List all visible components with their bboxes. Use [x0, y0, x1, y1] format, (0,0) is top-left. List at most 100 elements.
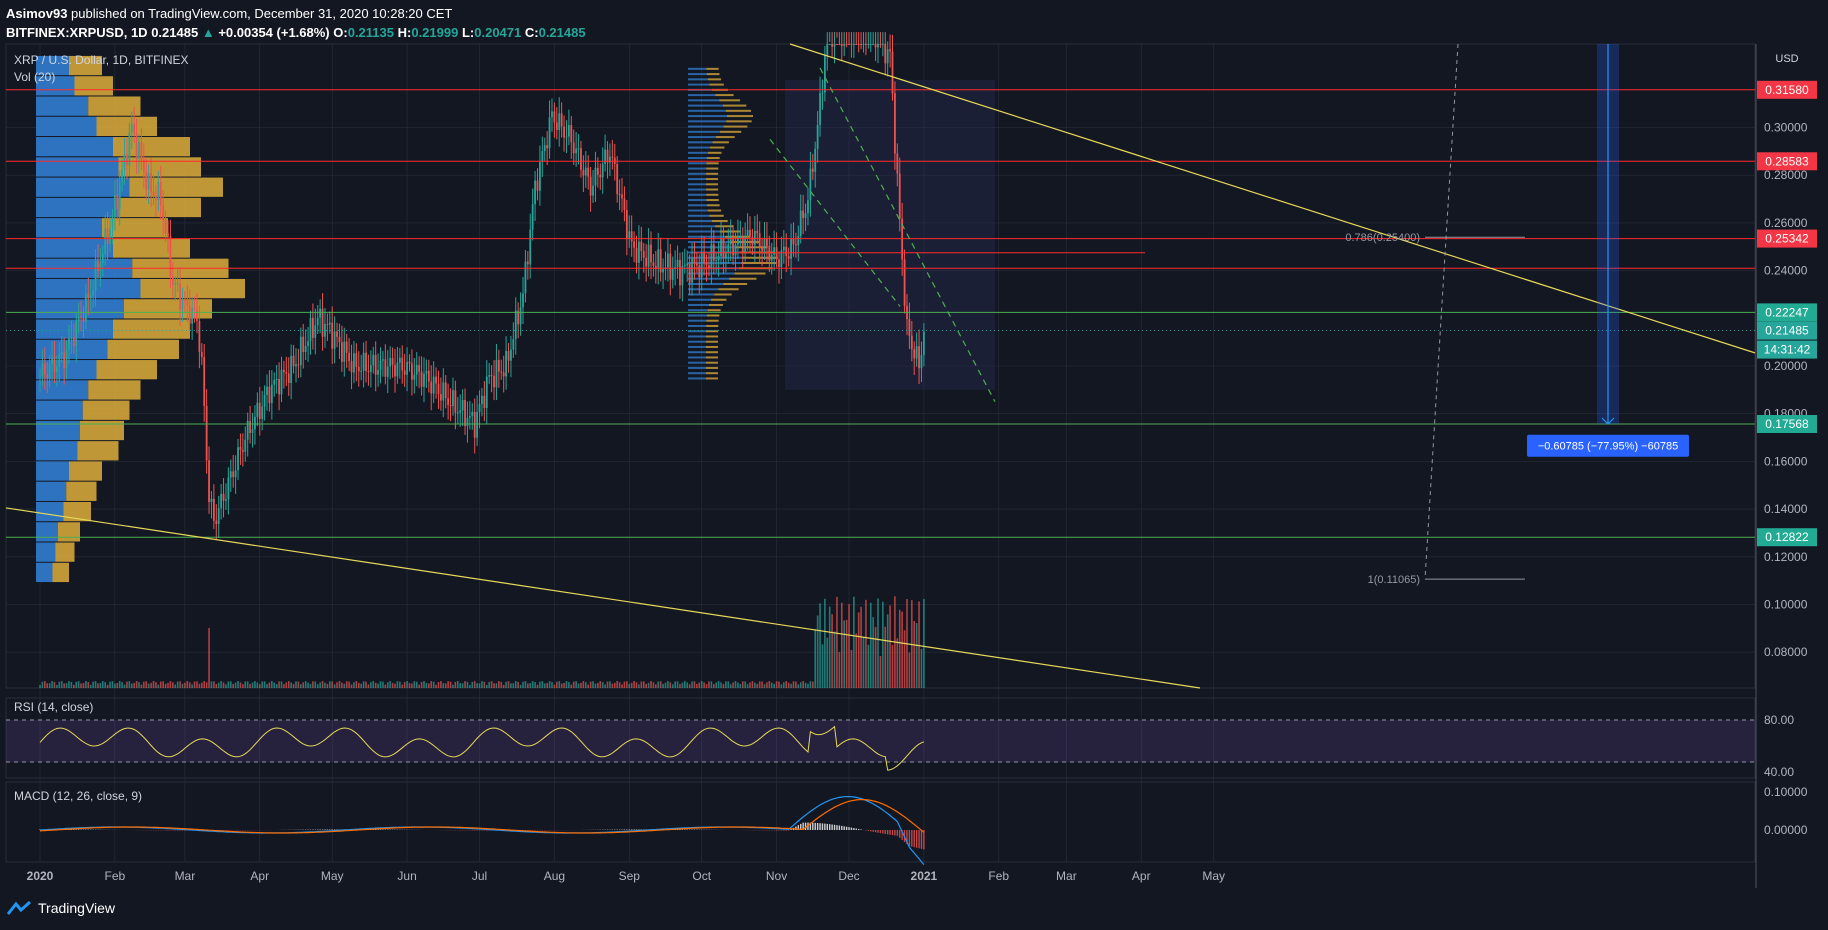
profile-bar-orange	[118, 157, 201, 177]
volume-bar	[319, 682, 321, 688]
x-tick-label: Feb	[105, 869, 126, 883]
macd-histogram-bar	[795, 826, 797, 830]
candle-body	[48, 364, 51, 378]
channel-fill	[785, 79, 995, 390]
volume-bar	[855, 633, 858, 688]
volume-bar	[519, 684, 522, 688]
candle-body	[307, 341, 309, 346]
volume-bar	[572, 681, 575, 688]
macd-histogram-bar	[833, 824, 836, 830]
candle-body	[478, 404, 481, 412]
author-name[interactable]: Asimov93	[6, 6, 68, 21]
volume-bar	[324, 682, 326, 688]
volume-bar	[621, 684, 623, 688]
volume-bar	[244, 681, 247, 688]
volume-bar	[611, 683, 614, 688]
macd-histogram-bar	[845, 826, 848, 830]
volume-bar	[556, 681, 558, 688]
volume-bar	[367, 684, 370, 688]
volume-bar	[746, 684, 749, 688]
volume-bar	[179, 681, 181, 688]
candle-body	[171, 276, 174, 285]
volume-bar	[56, 684, 58, 688]
candle-body	[222, 493, 225, 501]
candle-body	[768, 245, 771, 261]
candle-body	[200, 351, 203, 358]
volume-bar	[222, 682, 225, 688]
volume-bar	[53, 681, 56, 688]
candle-body	[807, 200, 809, 214]
candle-body	[485, 376, 488, 408]
volume-bar	[877, 598, 879, 688]
candle-body	[710, 244, 713, 269]
mid-profile-orange	[707, 78, 722, 81]
mid-profile-blue	[688, 141, 713, 144]
candle-body	[280, 369, 283, 395]
candle-body	[662, 269, 664, 273]
candle-body	[338, 336, 341, 343]
volume-bar	[548, 681, 551, 688]
volume-bar	[217, 682, 220, 688]
macd-histogram-bar	[857, 828, 860, 830]
volume-bar	[493, 683, 495, 688]
candle-body	[355, 353, 358, 367]
candle-body	[295, 364, 297, 367]
mid-profile-orange	[706, 183, 719, 186]
candle-body	[828, 44, 831, 45]
candle-body	[432, 376, 435, 394]
candle-body	[848, 44, 850, 45]
candle-body	[331, 322, 334, 349]
mid-profile-blue	[688, 125, 724, 128]
mid-profile-blue	[688, 162, 707, 165]
candle-body	[106, 228, 109, 244]
candle-body	[512, 338, 515, 350]
candle-body	[273, 380, 276, 385]
candle-body	[539, 162, 541, 191]
mid-profile-orange	[708, 151, 722, 154]
candle-body	[794, 244, 797, 246]
mid-profile-blue	[688, 330, 707, 333]
volume-bar	[495, 683, 498, 688]
candle-body	[490, 375, 493, 377]
candle-body	[384, 359, 387, 377]
candle-body	[753, 230, 756, 246]
volume-bar	[584, 682, 587, 688]
tradingview-logo-icon[interactable]	[6, 900, 32, 916]
volume-bar	[58, 681, 61, 688]
candle-body	[437, 383, 440, 395]
volume-bar	[77, 681, 80, 688]
symbol-label[interactable]: BITFINEX:XRPUSD, 1D	[6, 25, 148, 40]
brand-name[interactable]: TradingView	[38, 900, 116, 916]
candle-body	[773, 247, 776, 255]
volume-bar	[295, 681, 297, 688]
volume-bar	[500, 681, 503, 688]
candle-body	[449, 404, 452, 407]
candle-body	[739, 235, 742, 237]
volume-bar	[285, 682, 288, 688]
volume-bar	[657, 681, 660, 688]
candle-body	[580, 148, 582, 170]
volume-bar	[471, 681, 474, 688]
mid-profile-blue	[688, 94, 716, 97]
candle-body	[203, 357, 206, 406]
candle-body	[558, 113, 561, 130]
volume-bar	[485, 684, 488, 688]
mid-profile-blue	[688, 356, 707, 359]
volume-bar	[229, 681, 232, 688]
candle-body	[239, 447, 242, 450]
profile-bar-blue	[36, 562, 53, 583]
mid-profile-blue	[688, 109, 726, 112]
volume-bar	[394, 683, 396, 688]
volume-bar	[783, 682, 785, 688]
candle-body	[377, 370, 379, 375]
mid-profile-orange	[706, 193, 719, 196]
volume-bar	[785, 681, 788, 688]
volume-bar	[459, 683, 462, 688]
profile-bar-orange	[88, 96, 141, 116]
candle-body	[505, 351, 507, 377]
currency-label[interactable]: USD	[1775, 53, 1798, 65]
candle-body	[879, 44, 882, 45]
volume-bar	[828, 606, 831, 688]
up-arrow-icon: ▲	[201, 25, 215, 40]
